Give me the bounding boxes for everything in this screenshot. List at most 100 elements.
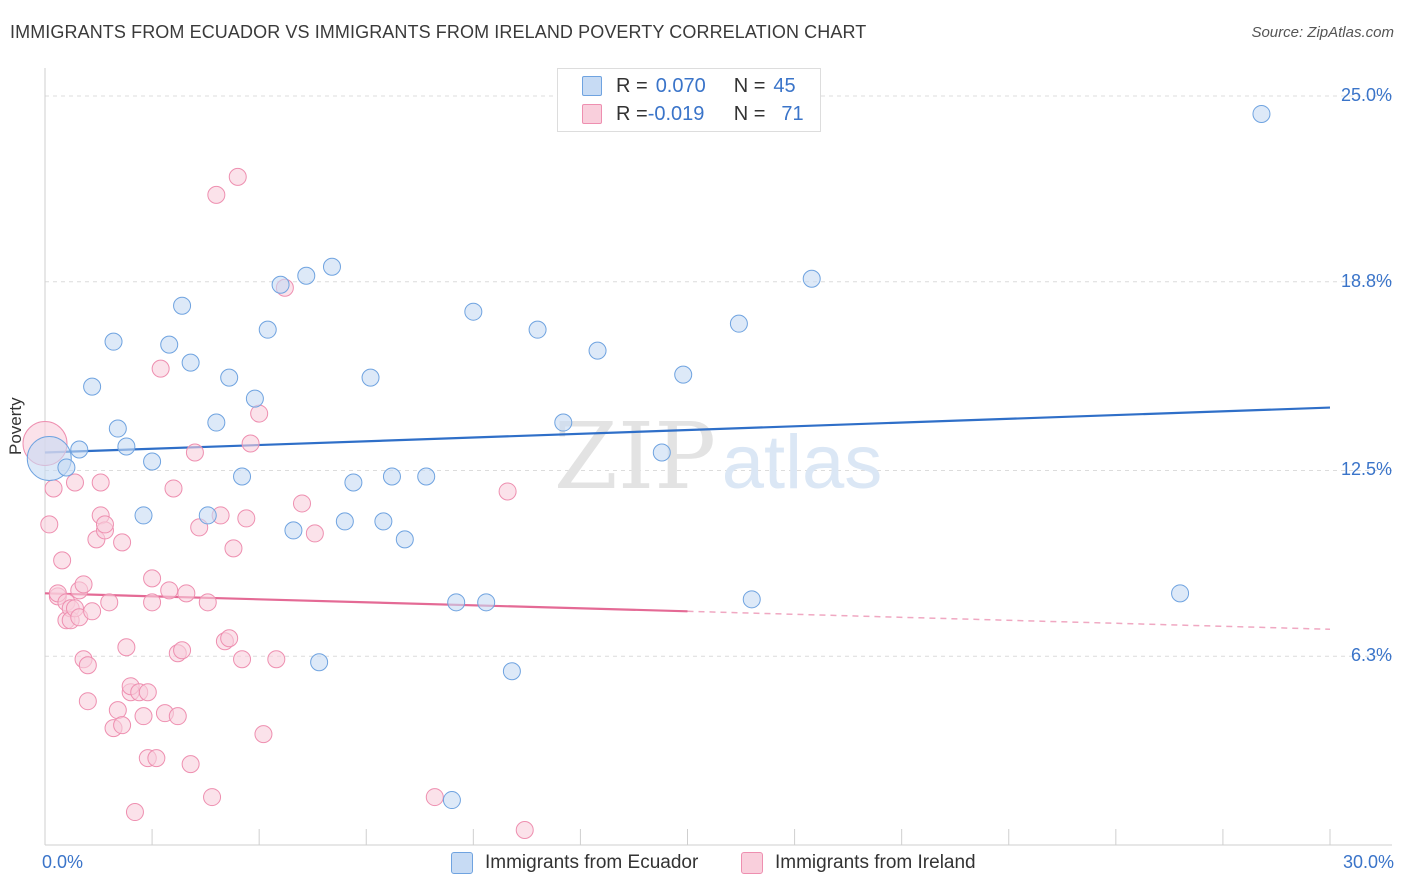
data-point — [528, 320, 547, 339]
bottom-legend-label-ecuador: Immigrants from Ecuador — [485, 852, 699, 873]
data-point — [554, 413, 573, 432]
legend-r-label: R = — [616, 74, 648, 97]
data-point — [374, 512, 393, 531]
legend-n-label: N = — [733, 102, 766, 125]
data-point — [742, 590, 761, 609]
y-tick-label: 18.8% — [1340, 270, 1392, 291]
data-point — [361, 368, 380, 387]
data-point — [425, 788, 444, 807]
data-point — [271, 275, 290, 294]
data-point — [233, 467, 252, 486]
data-point — [177, 584, 196, 603]
legend-n-value: 71 — [781, 102, 804, 125]
trend-line-extension — [687, 610, 1331, 631]
data-point — [168, 707, 187, 726]
y-tick-label: 25.0% — [1340, 84, 1392, 105]
data-point — [164, 479, 183, 498]
data-point — [322, 257, 341, 276]
data-point — [502, 662, 521, 681]
data-point — [224, 539, 243, 558]
data-point — [53, 551, 72, 570]
data-point — [477, 593, 496, 612]
data-point — [498, 482, 517, 501]
data-point — [515, 821, 534, 840]
data-point — [44, 479, 63, 498]
data-point — [57, 458, 76, 477]
y-axis-label: Poverty — [6, 397, 25, 455]
data-point — [203, 788, 222, 807]
data-point — [241, 434, 260, 453]
watermark: ZIP atlas — [554, 403, 882, 510]
watermark-zip: ZIP — [554, 403, 716, 510]
data-point — [382, 467, 401, 486]
data-point — [160, 335, 179, 354]
data-point — [173, 296, 192, 315]
data-point — [447, 593, 466, 612]
legend-row-ireland: R = -0.019 N = 71 — [582, 101, 804, 127]
data-point — [83, 377, 102, 396]
data-point — [40, 515, 59, 534]
data-point — [220, 368, 239, 387]
bottom-legend-label-ireland: Immigrants from Ireland — [775, 852, 976, 873]
source-label: Source: ZipAtlas.com — [1251, 24, 1394, 41]
data-point — [464, 302, 483, 321]
data-point — [91, 473, 110, 492]
bottom-legend-swatch-ireland — [741, 852, 763, 874]
data-point — [70, 440, 89, 459]
data-point — [113, 533, 132, 552]
data-points — [22, 104, 1271, 840]
axes — [44, 68, 1392, 846]
data-point — [78, 656, 97, 675]
data-point — [108, 419, 127, 438]
watermark-atlas: atlas — [722, 420, 883, 505]
data-point — [143, 569, 162, 588]
data-point — [151, 359, 170, 378]
data-point — [198, 506, 217, 525]
data-point — [652, 443, 671, 462]
data-point — [138, 683, 157, 702]
data-point — [100, 593, 119, 612]
data-point — [117, 638, 136, 657]
data-point — [181, 353, 200, 372]
trend-line — [44, 592, 688, 613]
legend-n-label: N = — [733, 74, 766, 97]
data-point — [233, 650, 252, 669]
data-point — [83, 602, 102, 621]
data-point — [143, 452, 162, 471]
data-point — [293, 494, 311, 513]
legend-swatch-ecuador — [582, 76, 602, 96]
bottom-legend-ecuador: Immigrants from Ecuador — [451, 852, 698, 874]
data-point — [207, 185, 226, 204]
data-point — [258, 320, 277, 339]
data-point — [802, 269, 821, 288]
data-point — [1171, 584, 1190, 603]
data-point — [267, 650, 286, 669]
data-point — [1252, 104, 1271, 123]
legend-r-value: 0.070 — [655, 74, 706, 97]
chart-title: IMMIGRANTS FROM ECUADOR VS IMMIGRANTS FR… — [10, 22, 867, 42]
data-point — [173, 641, 192, 660]
y-tick-label: 6.3% — [1350, 645, 1392, 666]
data-point — [181, 755, 200, 774]
data-point — [250, 404, 269, 423]
data-point — [335, 512, 354, 531]
legend-r-value: -0.019 — [647, 102, 705, 125]
data-point — [344, 473, 363, 492]
data-point — [95, 515, 114, 534]
data-point — [417, 467, 436, 486]
data-point — [674, 365, 693, 384]
data-point — [108, 701, 127, 720]
y-tick-label: 12.5% — [1340, 459, 1392, 480]
data-point — [588, 341, 607, 360]
x-tick-label: 30.0% — [1342, 852, 1394, 872]
data-point — [65, 473, 84, 492]
data-point — [134, 707, 153, 726]
data-point — [228, 167, 247, 186]
data-point — [395, 530, 414, 549]
legend-swatch-ireland — [582, 104, 602, 124]
x-tick-label: 0.0% — [42, 852, 84, 872]
data-point — [117, 437, 136, 456]
bottom-legend-ireland: Immigrants from Ireland — [741, 852, 976, 874]
data-point — [245, 389, 264, 408]
